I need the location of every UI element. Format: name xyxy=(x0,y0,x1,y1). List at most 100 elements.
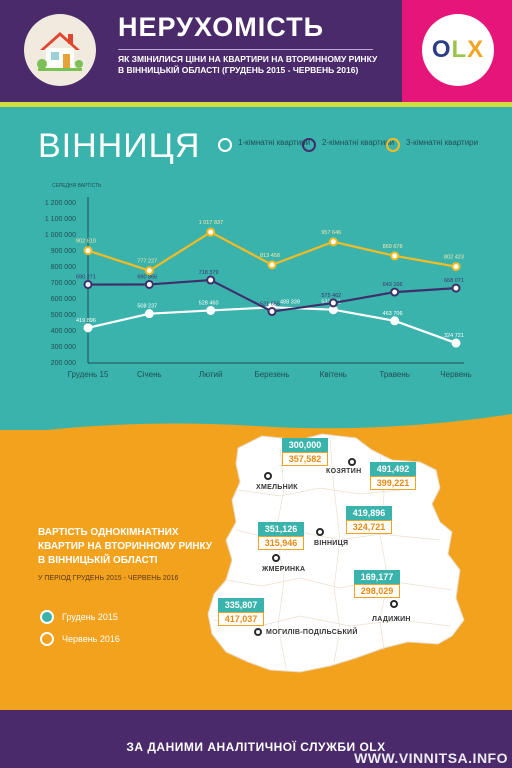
chart-city-title: ВІННИЦЯ xyxy=(38,127,201,165)
city-label-mohyliv: МОГИЛІВ-ПОДІЛЬСЬКИЙ xyxy=(266,629,358,636)
price-dec-khmelnyk: 300,000 xyxy=(282,438,328,452)
price-box-koziatyn: 491,492 399,221 xyxy=(370,462,416,490)
data-label: 813 458 xyxy=(260,253,280,259)
series-point xyxy=(451,262,461,272)
price-box-vinnytsia: 419,896 324,721 xyxy=(346,506,392,534)
y-tick-label: 1 100 000 xyxy=(45,216,76,223)
map-legend-jun-label: Червень 2016 xyxy=(62,634,120,644)
y-tick-label: 600 000 xyxy=(51,296,76,303)
map-legend-dec-label: Грудень 2015 xyxy=(62,612,118,622)
price-dec-vinnytsia: 419,896 xyxy=(346,506,392,520)
city-label-koziatyn: КОЗЯТИН xyxy=(326,468,362,475)
x-tick-label: Березень xyxy=(254,370,289,379)
x-tick-label: Квітень xyxy=(320,370,347,379)
x-tick-label: Січень xyxy=(137,370,162,379)
price-box-zhmerynka: 351,126 315,946 xyxy=(258,522,304,550)
map-legend-jun-marker xyxy=(40,632,54,646)
region-map xyxy=(207,433,465,673)
data-label: 419 896 xyxy=(76,318,96,324)
page-subtitle: ЯК ЗМІНИЛИСЯ ЦІНИ НА КВАРТИРИ НА ВТОРИНН… xyxy=(118,54,378,75)
series-point xyxy=(328,298,338,308)
y-tick-label: 1 200 000 xyxy=(45,200,76,207)
price-dec-koziatyn: 491,492 xyxy=(370,462,416,476)
y-tick-label: 700 000 xyxy=(51,280,76,287)
header: НЕРУХОМІСТЬ ЯК ЗМІНИЛИСЯ ЦІНИ НА КВАРТИР… xyxy=(0,0,512,102)
series-point xyxy=(267,260,277,270)
y-tick-label: 1 000 000 xyxy=(45,232,76,239)
data-label: 869 678 xyxy=(383,244,403,250)
data-label: 957 646 xyxy=(321,230,341,236)
series-point xyxy=(83,280,93,290)
y-tick-label: 300 000 xyxy=(51,344,76,351)
city-dot-vinnytsia xyxy=(316,528,324,536)
price-jun-vinnytsia: 324,721 xyxy=(346,520,392,534)
city-dot-khmelnyk xyxy=(264,472,272,480)
data-label: 508 237 xyxy=(137,304,157,310)
watermark: WWW.VINNITSA.INFO xyxy=(354,750,508,766)
series-point xyxy=(83,323,93,333)
legend-3room-marker xyxy=(386,138,400,152)
page-title: НЕРУХОМІСТЬ xyxy=(118,12,324,42)
y-tick-label: 200 000 xyxy=(51,360,76,367)
price-dec-ladyzhyn: 169,177 xyxy=(354,570,400,584)
y-tick-label: 900 000 xyxy=(51,248,76,255)
data-label: 902 610 xyxy=(76,239,96,245)
map-section: ВАРТІСТЬ ОДНОКІМНАТНИХ КВАРТИР НА ВТОРИН… xyxy=(0,430,512,710)
price-jun-khmelnyk: 357,582 xyxy=(282,452,328,466)
data-label: 690 866 xyxy=(137,274,157,280)
y-tick-label: 500 000 xyxy=(51,312,76,319)
data-label: 668 071 xyxy=(444,278,464,284)
series-point xyxy=(328,237,338,247)
y-tick-label: 800 000 xyxy=(51,264,76,271)
series-point xyxy=(206,275,216,285)
data-label: 690 271 xyxy=(76,275,96,281)
data-label: 324 721 xyxy=(444,333,464,339)
city-dot-mohyliv xyxy=(254,628,262,636)
footer-source: ЗА ДАНИМИ АНАЛІТИЧНОЇ СЛУЖБИ OLX xyxy=(126,740,386,754)
data-label: 802 423 xyxy=(444,255,464,261)
x-tick-label: Лютий xyxy=(199,370,223,379)
price-jun-koziatyn: 399,221 xyxy=(370,476,416,490)
series-point xyxy=(390,251,400,261)
series-point xyxy=(451,283,461,293)
data-label: 521 656 xyxy=(260,302,280,308)
x-tick-label: Грудень 15 xyxy=(68,370,109,379)
olx-logo: OLX xyxy=(422,14,494,86)
data-label: 528 460 xyxy=(199,300,219,306)
chart-section: ВІННИЦЯ 1-кімнатні квартири 2-кімнатні к… xyxy=(0,107,512,430)
city-dot-zhmerynka xyxy=(272,554,280,562)
map-info-title: ВАРТІСТЬ ОДНОКІМНАТНИХ КВАРТИР НА ВТОРИН… xyxy=(38,527,213,566)
title-divider xyxy=(118,49,373,50)
legend-2room-marker xyxy=(302,138,316,152)
map-legend-dec-marker xyxy=(40,610,54,624)
price-box-ladyzhyn: 169,177 298,029 xyxy=(354,570,400,598)
y-tick-label: 400 000 xyxy=(51,328,76,335)
price-box-khmelnyk: 300,000 357,582 xyxy=(282,438,328,466)
y-axis-title: СЕРЕДНЯ ВАРТІСТЬ xyxy=(52,183,102,189)
legend-3room-label: 3-кімнатні квартири xyxy=(406,138,479,147)
city-label-zhmerynka: ЖМЕРИНКА xyxy=(262,566,306,573)
price-jun-mohyliv: 417,037 xyxy=(218,612,264,626)
price-line-chart: СЕРЕДНЯ ВАРТІСТЬ 200 000 300 000 400 000 500… xyxy=(45,183,472,379)
data-label: 777 227 xyxy=(137,259,157,265)
header-stripe xyxy=(0,102,512,107)
legend-1room-label: 1-кімнатні квартири xyxy=(238,138,311,147)
city-dot-ladyzhyn xyxy=(390,600,398,608)
series-point xyxy=(144,266,154,276)
price-box-mohyliv: 335,807 417,037 xyxy=(218,598,264,626)
data-label: 643 106 xyxy=(383,282,403,288)
series-point xyxy=(390,316,400,326)
legend-1room-marker xyxy=(218,138,232,152)
series-point xyxy=(390,287,400,297)
legend-2room-label: 2-кімнатні квартири xyxy=(322,138,395,147)
data-label: 718 379 xyxy=(199,270,219,276)
series-point xyxy=(267,307,277,317)
city-label-vinnytsia: ВІННИЦЯ xyxy=(314,540,349,547)
series-point xyxy=(144,279,154,289)
city-dot-koziatyn xyxy=(348,458,356,466)
map-info-period: У ПЕРІОД ГРУДЕНЬ 2015 - ЧЕРВЕНЬ 2016 xyxy=(38,575,179,582)
data-label: 488 339 xyxy=(280,299,300,305)
series-point xyxy=(206,305,216,315)
x-tick-label: Травень xyxy=(379,370,410,379)
